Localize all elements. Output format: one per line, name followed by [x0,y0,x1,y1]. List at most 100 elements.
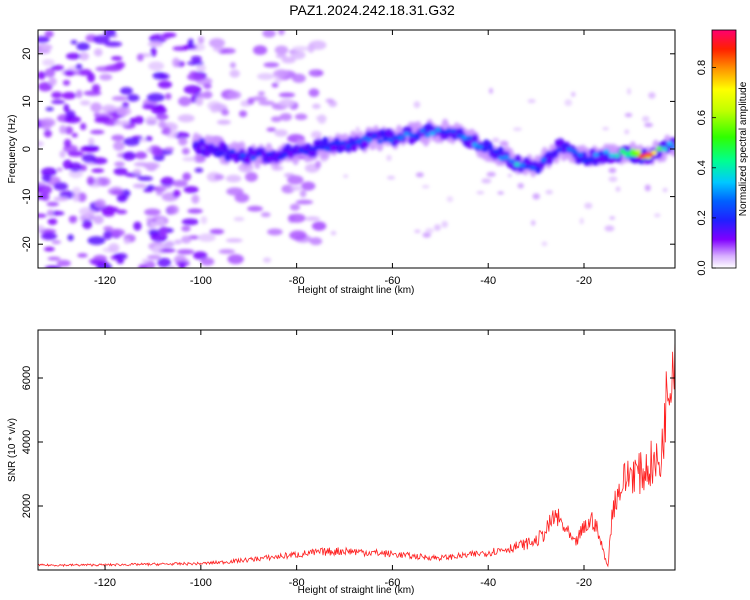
spectrogram-cell [146,216,153,223]
snr-y-axis-label: SNR (10 * v/v) [7,418,18,482]
spectrogram-cell [195,96,204,106]
spectrogram-cell [277,70,285,80]
spectrogram-cell [79,100,91,106]
spectrogram-cell [90,129,105,135]
spectrogram-cell [275,53,287,59]
spectrogram-cell [158,73,170,80]
spectrogram-cell [181,225,191,232]
spectrogram-cell [529,165,536,171]
spectrogram-cell [530,220,536,226]
snr-x-tick-label: -60 [384,577,400,589]
spectrogram-cell [38,195,47,200]
spectrogram-cell [181,218,199,226]
spectrogram-cell [445,128,452,134]
spectrogram-y-tick-label: 10 [21,95,33,107]
spectrogram-cell [172,189,181,198]
spectrogram-cell [584,202,593,209]
spectrogram-cell [115,61,126,69]
spectrogram-cell [158,120,166,129]
spectrogram-cell [441,220,448,228]
spectrogram-cell [151,106,167,115]
spectrogram-cell [153,245,164,251]
snr-x-tick-label: -40 [480,577,496,589]
spectrogram-cell [148,61,165,71]
spectrogram-y-axis-label: Frequency (Hz) [7,115,18,184]
spectrogram-cell [514,154,522,164]
spectrogram-cell [62,79,71,86]
spectrogram-cell [51,240,62,245]
spectrogram-cell [93,35,110,45]
spectrogram-cell [644,184,651,192]
spectrogram-cell [297,148,304,153]
spectrogram-cell [289,230,307,241]
spectrogram-cell [164,92,172,100]
spectrogram-cell [123,238,130,245]
spectrogram-cell [41,173,52,183]
spectrogram-cell [200,257,215,266]
spectrogram-cell [72,186,81,195]
spectrogram-cell [90,102,102,113]
spectrogram-cell [361,135,368,141]
spectrogram-cell [270,116,282,123]
spectrogram-cell [434,127,441,133]
spectrogram-cell [38,225,45,232]
spectrogram-cell [455,133,462,139]
spectrogram-cell [104,30,116,38]
spectrogram-cell [113,167,128,176]
spectrogram-cell [503,154,510,160]
spectrogram-cell [47,218,58,225]
spectrogram-cell [208,143,215,149]
spectrogram-cell [65,52,81,60]
spectrogram-cell [76,42,90,51]
spectrogram-cell [145,135,153,142]
spectrogram-cell [44,265,62,268]
spectrogram-cell [238,110,248,118]
spectrogram-cell [245,171,258,182]
spectrogram-x-tick-label: -120 [94,275,116,287]
spectrogram-cell [187,208,203,214]
spectrogram-cell [113,141,125,151]
spectrogram-cell [200,216,208,225]
spectrogram-cell [213,146,220,151]
spectrogram-cell [145,116,158,125]
spectrogram-cell [68,215,78,224]
snr-series-line [38,336,675,568]
spectrogram-cell [329,140,336,146]
spectrogram-cell [274,129,288,137]
spectrogram-cell [177,114,195,123]
spectrogram-cell [247,97,255,105]
spectrogram-cell [303,150,310,156]
spectrogram-cell [598,150,605,156]
spectrogram-cell [167,204,179,215]
spectrogram-cell [38,71,46,80]
spectrogram-cell [109,228,125,237]
spectrogram-cell [113,252,128,260]
spectrogram-cell [614,153,621,158]
spectrogram-cell [165,240,174,248]
colorbar-tick-label: 0.8 [696,60,708,75]
spectrogram-cell [51,91,63,99]
spectrogram-cell [301,181,316,191]
spectrogram-cell [111,189,124,196]
spectrogram-cell [101,104,117,113]
spectrogram-cell [307,43,315,53]
spectrogram-cell [622,151,633,156]
spectrogram-y-tick-label: -20 [21,236,33,252]
spectrogram-cell [50,64,65,71]
snr-y-tick-label: 6000 [21,366,33,390]
colorbar-tick-label: 0.6 [696,110,708,125]
spectrogram-cell [545,189,553,195]
spectrogram-cell [192,251,208,260]
spectrogram-cell [182,172,192,181]
colorbar-tick-label: 0.4 [696,160,708,175]
snr-x-axis-label: Height of straight line (km) [298,585,415,596]
spectrogram-cell [519,162,526,168]
spectrogram-cell [281,184,295,194]
spectrogram-cell [350,140,357,146]
spectrogram-cell [182,156,197,162]
spectrogram-cell [41,232,58,241]
spectrogram-cell [84,211,95,221]
snr-x-tick-label: -20 [576,577,592,589]
spectrogram-cell [343,174,349,178]
spectrogram-cell [654,213,661,218]
